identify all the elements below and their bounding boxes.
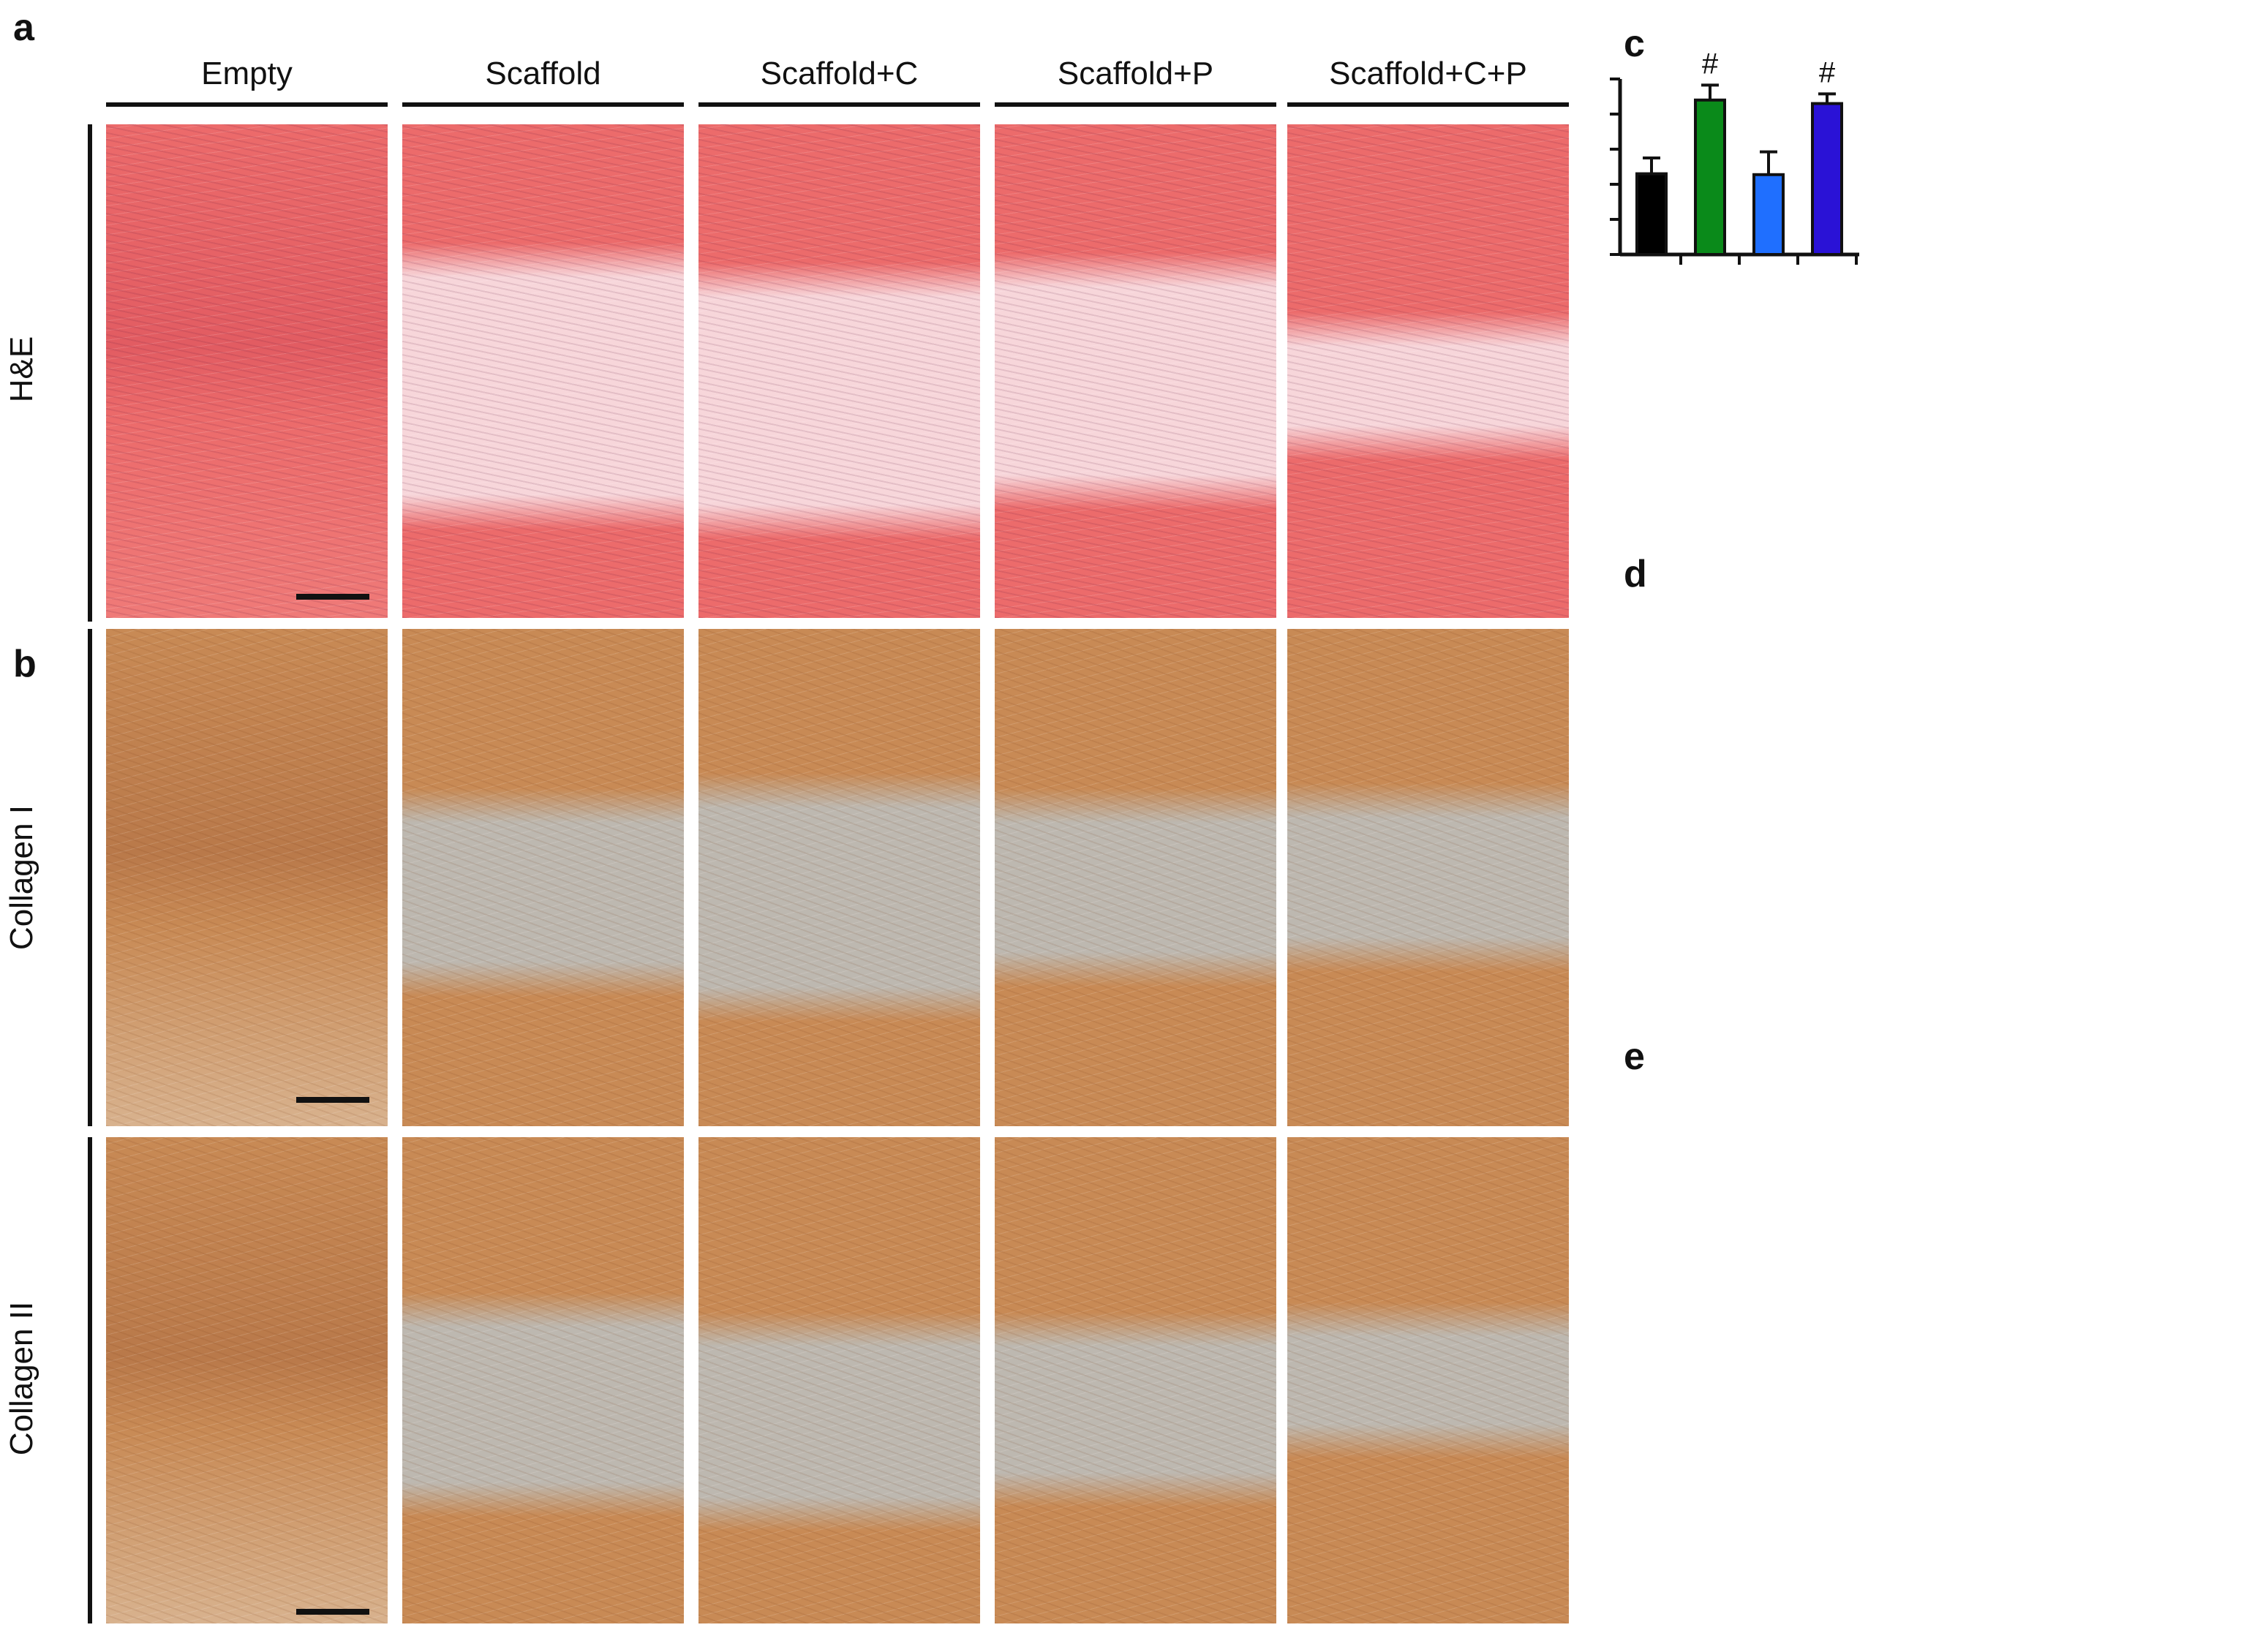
column-underline [698,102,980,107]
micrograph-texture [106,1137,388,1623]
significance-mark: ** [1815,44,1838,59]
micrograph-texture [698,629,980,1126]
scale-bar [296,594,369,600]
micrograph-r3-c3 [698,1137,980,1623]
panel-label-b: b [13,643,37,685]
row-label-collagen-i: Collagen I [4,804,39,951]
micrograph-r2-c3 [698,629,980,1126]
column-underline [995,102,1276,107]
column-header-scaffold-c-p: Scaffold+C+P [1329,56,1527,91]
micrograph-r1-c4 [995,124,1276,618]
micrograph-r3-c4 [995,1137,1276,1623]
micrograph-texture [402,124,684,618]
scale-bar [296,1097,369,1103]
row-bracket-he [88,124,92,622]
micrograph-r2-c1 [106,629,388,1126]
column-header-empty: Empty [201,56,293,91]
micrograph-texture [1287,124,1569,618]
micrograph-r3-c5 [1287,1137,1569,1623]
micrograph-r1-c2 [402,124,684,618]
micrograph-r1-c1 [106,124,388,618]
bar-4 [1811,102,1843,256]
column-underline [402,102,684,107]
significance-mark: # [1819,56,1836,88]
micrograph-texture [995,629,1276,1126]
row-label-collagen-ii: Collagen II [4,1301,39,1456]
panel-label-a: a [13,7,34,49]
micrograph-texture [402,1137,684,1623]
micrograph-texture [1287,629,1569,1126]
scale-bar [296,1609,369,1615]
panel-label-e: e [1624,1036,1645,1078]
row-bracket-collagen-ii [88,1137,92,1623]
panel-label-c: c [1624,23,1645,65]
micrograph-texture [995,1137,1276,1623]
panel-label-d: d [1624,553,1647,595]
bar-1 [1635,172,1668,257]
column-underline [106,102,388,107]
micrograph-r2-c5 [1287,629,1569,1126]
micrograph-texture [995,124,1276,618]
column-header-scaffold-c: Scaffold+C [760,56,919,91]
significance-mark: # [1702,48,1719,80]
micrograph-r1-c5 [1287,124,1569,618]
micrograph-texture [402,629,684,1126]
bar-3 [1752,173,1785,256]
bar-2 [1694,98,1726,256]
micrograph-texture [698,124,980,618]
chart-col-ii-signal: 0123Normalized Col IIsignal within scaff… [1609,570,2252,1024]
micrograph-r3-c2 [402,1137,684,1623]
micrograph-texture [698,1137,980,1623]
micrograph-r1-c3 [698,124,980,618]
row-bracket-collagen-i [88,629,92,1126]
column-header-scaffold-p: Scaffold+P [1057,56,1214,91]
micrograph-r2-c2 [402,629,684,1126]
column-underline [1287,102,1569,107]
micrograph-r3-c1 [106,1137,388,1623]
significance-mark: ** [1698,44,1721,50]
micrograph-texture [1287,1137,1569,1623]
chart-scaffold-infiltration: 020406080100Scaffoldinfiltration (%)#**#… [1610,44,1859,265]
column-header-scaffold: Scaffold [485,56,601,91]
micrograph-texture [106,124,388,618]
micrograph-r2-c4 [995,629,1276,1126]
row-label-he: H&E [4,336,39,403]
micrograph-texture [106,629,388,1126]
chart-defect-integration: 020406080100Defectintegration (%)#Scaffo… [1609,1053,2252,1649]
